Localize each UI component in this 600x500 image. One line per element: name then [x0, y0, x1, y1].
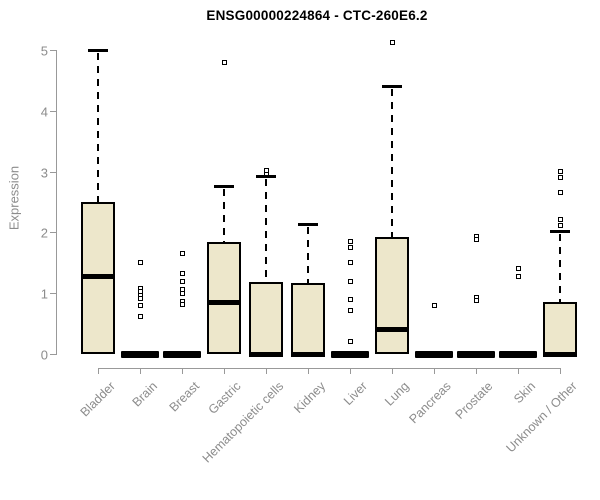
whisker-cap-gastric: [214, 184, 234, 188]
y-tick-mark: [50, 50, 56, 51]
outlier-point-breast: [179, 250, 185, 256]
outlier-point-liver: [347, 239, 353, 245]
x-tick-mark: [392, 368, 393, 374]
outlier-point-unknown-other: [557, 216, 563, 222]
outlier-point-breast: [179, 290, 185, 296]
y-axis-line: [56, 50, 57, 355]
y-tick-mark: [50, 293, 56, 295]
outlier-point-brain: [137, 296, 143, 302]
y-tick-label: 3: [40, 165, 48, 181]
whisker-hematopoietic-cells: [265, 178, 267, 283]
collapsed-box-liver: [331, 350, 369, 358]
outlier-point-unknown-other: [557, 190, 563, 196]
x-tick-mark: [140, 368, 141, 374]
box-gastric: [207, 241, 241, 354]
median-kidney: [291, 351, 325, 357]
whisker-cap-hematopoietic-cells: [256, 174, 276, 178]
y-tick-label: 5: [40, 43, 48, 59]
median-unknown-other: [543, 351, 577, 357]
y-tick-mark: [50, 232, 56, 234]
outlier-point-unknown-other: [557, 222, 563, 228]
x-tick-mark: [98, 368, 99, 374]
outlier-point-unknown-other: [557, 169, 563, 175]
box-unknown-other: [543, 302, 577, 354]
outlier-point-lung: [389, 40, 395, 46]
outlier-point-liver: [347, 307, 353, 313]
box-kidney: [291, 282, 325, 354]
x-tick-label: Lung: [382, 379, 412, 409]
x-tick-label: Hematopoietic cells: [199, 379, 286, 466]
x-tick-label: Breast: [166, 379, 202, 415]
y-tick-label: 2: [40, 225, 48, 241]
x-tick-label: Bladder: [77, 379, 118, 420]
outlier-point-prostate: [473, 297, 479, 303]
x-tick-mark: [182, 368, 183, 374]
median-bladder: [81, 274, 115, 280]
x-tick-mark: [560, 368, 561, 374]
whisker-cap-kidney: [298, 223, 318, 227]
x-tick-mark: [434, 368, 435, 374]
x-tick-label: Prostate: [453, 379, 496, 422]
x-tick-mark: [308, 368, 309, 374]
x-tick-label: Brain: [129, 379, 160, 410]
outlier-point-skin: [515, 273, 521, 279]
y-tick-mark: [50, 354, 56, 355]
collapsed-box-brain: [121, 350, 159, 358]
outlier-point-liver: [347, 279, 353, 285]
outlier-point-liver: [347, 296, 353, 302]
collapsed-box-prostate: [457, 350, 495, 358]
outlier-point-brain: [137, 314, 143, 320]
x-tick-label: Liver: [340, 379, 370, 409]
outlier-point-breast: [179, 279, 185, 285]
whisker-cap-unknown-other: [550, 230, 570, 234]
outlier-point-brain: [137, 302, 143, 308]
x-axis-line: [98, 368, 561, 369]
box-lung: [375, 237, 409, 354]
x-tick-mark: [266, 368, 267, 374]
outlier-point-pancreas: [431, 303, 437, 309]
collapsed-box-pancreas: [415, 350, 453, 358]
chart-title: ENSG00000224864 - CTC-260E6.2: [206, 8, 428, 23]
whisker-bladder: [97, 53, 99, 202]
whisker-cap-bladder: [88, 49, 108, 52]
y-tick-label: 0: [40, 347, 48, 363]
whisker-cap-lung: [382, 85, 402, 89]
whisker-gastric: [223, 188, 225, 242]
y-tick-mark: [50, 171, 56, 173]
collapsed-box-skin: [499, 350, 537, 358]
collapsed-box-breast: [163, 350, 201, 358]
outlier-point-breast: [179, 301, 185, 307]
x-tick-label: Skin: [510, 379, 538, 407]
whisker-unknown-other: [559, 234, 561, 303]
x-tick-mark: [350, 368, 351, 374]
y-tick-label: 4: [40, 104, 48, 120]
y-tick-label: 1: [40, 286, 48, 302]
outlier-point-liver: [347, 245, 353, 251]
outlier-point-liver: [347, 339, 353, 345]
outlier-point-gastric: [221, 59, 227, 65]
outlier-point-unknown-other: [557, 175, 563, 181]
outlier-point-skin: [515, 266, 521, 272]
outlier-point-brain: [137, 260, 143, 266]
median-lung: [375, 327, 409, 333]
x-tick-mark: [224, 368, 225, 374]
outlier-point-liver: [347, 260, 353, 266]
x-tick-label: Kidney: [290, 379, 328, 416]
whisker-kidney: [307, 227, 309, 283]
whisker-lung: [391, 89, 393, 238]
box-hematopoietic-cells: [249, 282, 283, 354]
median-hematopoietic-cells: [249, 351, 283, 357]
outlier-point-prostate: [473, 236, 479, 242]
x-tick-label: Gastric: [206, 379, 244, 417]
median-gastric: [207, 300, 241, 306]
x-tick-mark: [518, 368, 519, 374]
x-tick-label: Pancreas: [406, 379, 454, 427]
y-tick-mark: [50, 110, 56, 112]
x-tick-mark: [476, 368, 477, 374]
outlier-point-breast: [179, 270, 185, 276]
